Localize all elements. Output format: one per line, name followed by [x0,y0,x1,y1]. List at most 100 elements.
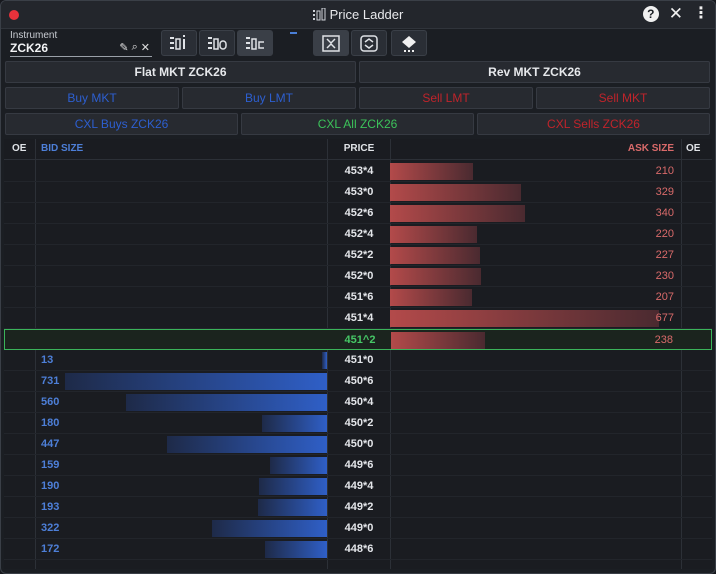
flat-mkt-button[interactable]: Flat MKT ZCK26 [5,61,356,83]
bid-size-value[interactable]: 731 [41,375,60,387]
clear-icon[interactable]: ✕ [140,42,150,54]
ladder-row[interactable]: 180 450*2 [4,413,712,434]
rev-mkt-button[interactable]: Rev MKT ZCK26 [359,61,710,83]
ask-size-bar [390,163,473,180]
column-layout-buy-button[interactable] [161,30,197,56]
price-level: 453*0 [344,186,374,198]
bid-size-bar [65,373,327,390]
ladder-row[interactable]: 210 453*4 [4,161,712,182]
ladder-row[interactable]: 230 452*0 [4,266,712,287]
close-window-button[interactable] [9,10,19,20]
bid-size-value[interactable]: 180 [41,417,60,429]
ladder-icon [312,8,326,21]
row-divider [4,475,712,476]
price-level: 451*0 [344,354,374,366]
bid-size-value[interactable]: 172 [41,543,60,555]
ladder-row[interactable]: 447 450*0 [4,434,712,455]
ladder-row[interactable]: 340 452*6 [4,203,712,224]
ask-size-value[interactable]: 210 [655,165,674,177]
price-header: PRICE [343,143,375,154]
bid-size-value[interactable]: 159 [41,459,60,471]
price-level: 451*4 [344,312,374,324]
bid-size-value[interactable]: 447 [41,438,60,450]
row-divider [4,223,712,224]
ladder-row[interactable]: 13 451*0 [4,350,712,371]
ladder-row[interactable]: 322 449*0 [4,518,712,539]
sell-mkt-button[interactable]: Sell MKT [536,87,710,109]
ask-size-value[interactable]: 227 [655,249,674,261]
ask-size-value[interactable]: 329 [655,186,674,198]
bid-size-value[interactable]: 190 [41,480,60,492]
column-divider [35,139,36,569]
price-level: 448*6 [344,543,374,555]
ladder-row[interactable]: 329 453*0 [4,182,712,203]
inside-market-row[interactable]: 238 451^2 [4,329,712,350]
price-level: 452*2 [344,249,374,261]
column-divider [681,139,682,569]
ladder-row[interactable]: 190 449*4 [4,476,712,497]
bid-size-bar [258,499,327,516]
cxl-sells-button[interactable]: CXL Sells ZCK26 [477,113,710,135]
ask-size-bar [391,332,485,349]
ask-size-value[interactable]: 238 [654,334,673,346]
cxl-all-button[interactable]: CXL All ZCK26 [241,113,474,135]
sell-lmt-button[interactable]: Sell LMT [359,87,533,109]
ask-size-header: ASK SIZE [627,143,674,154]
ladder-row[interactable]: 560 450*4 [4,392,712,413]
ladder-row[interactable]: 193 449*2 [4,497,712,518]
window-title: Price Ladder [1,7,715,22]
expand-ladder-button[interactable] [351,30,387,56]
ladder-row[interactable]: 207 451*6 [4,287,712,308]
row-divider [4,370,712,371]
bid-size-bar [322,352,327,369]
bid-size-header: BID SIZE [41,143,84,154]
column-layout-open-button[interactable] [199,30,235,56]
price-level: 452*4 [344,228,374,240]
ladder-row[interactable]: 731 450*6 [4,371,712,392]
bid-size-bar [167,436,327,453]
ask-size-value[interactable]: 207 [655,291,674,303]
ask-size-value[interactable]: 340 [655,207,674,219]
order-marker-button[interactable] [391,30,427,56]
bid-size-value[interactable]: 13 [41,354,54,366]
ladder-row[interactable]: 159 449*6 [4,455,712,476]
ladder-row[interactable]: 172 448*6 [4,539,712,560]
bid-size-bar [126,394,327,411]
ask-size-value[interactable]: 677 [655,312,674,324]
ask-size-bar [390,268,481,285]
row-divider [4,517,712,518]
bid-size-value[interactable]: 193 [41,501,60,513]
ladder-row[interactable]: 677 451*4 [4,308,712,329]
ladder-layout-icon [208,37,227,50]
buy-mkt-button[interactable]: Buy MKT [5,87,179,109]
row-divider [4,244,712,245]
search-icon[interactable]: ⌕ [131,41,138,53]
help-icon[interactable]: ? [642,6,659,22]
instrument-input[interactable]: ZCK26 ✎ ⌕ ✕ [10,41,152,57]
bid-size-bar [270,457,327,474]
close-icon[interactable]: ✕ [668,4,683,23]
bid-size-value[interactable]: 322 [41,522,60,534]
price-level: 450*4 [344,396,374,408]
edit-icon[interactable]: ✎ [119,42,129,54]
bid-size-bar [265,541,327,558]
ask-size-value[interactable]: 220 [655,228,674,240]
cxl-buys-button[interactable]: CXL Buys ZCK26 [5,113,238,135]
separator-dash [290,32,297,34]
more-menu-icon[interactable]: ⋮ [693,5,709,22]
ask-size-value[interactable]: 230 [655,270,674,282]
center-ladder-button[interactable] [313,30,349,56]
buy-lmt-button[interactable]: Buy LMT [182,87,356,109]
bid-size-value[interactable]: 560 [41,396,60,408]
ladder-row[interactable]: 227 452*2 [4,245,712,266]
price-level: 451^2 [344,334,376,346]
expand-icon [360,35,378,52]
price-ladder: OE BID SIZE PRICE ASK SIZE OE 210 453*4 32… [4,139,712,569]
instrument-value[interactable]: ZCK26 [10,41,49,55]
bid-size-bar [212,520,327,537]
price-level: 450*0 [344,438,374,450]
ladder-layout-icon [170,35,185,50]
ladder-row[interactable]: 220 452*4 [4,224,712,245]
window-title-text: Price Ladder [329,7,404,22]
column-layout-close-button[interactable] [237,30,273,56]
